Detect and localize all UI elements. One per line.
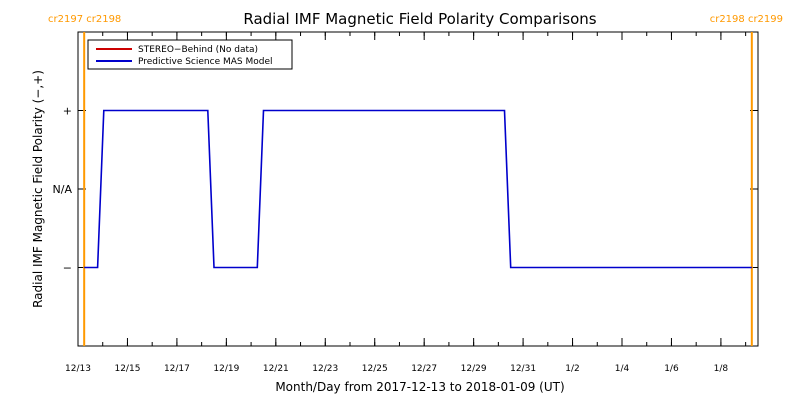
x-tick-label: 12/13 [65,364,91,374]
legend-box [87,39,293,70]
x-tick-label: 12/29 [461,364,487,374]
legend: STEREO−Behind (No data) Predictive Scien… [87,39,293,70]
x-tick-label: 1/8 [714,364,729,374]
x-tick-label: 1/4 [615,364,630,374]
x-tick-label: 12/23 [312,364,338,374]
y-tick-label: N/A [53,183,73,196]
series-layer [84,109,752,269]
x-axis: 12/13 12/15 12/17 12/19 12/21 12/23 12/25 12/27… [65,32,747,374]
legend-label-stereo: STEREO−Behind (No data) [138,45,258,55]
x-tick-label: 12/21 [263,364,289,374]
rotation-label-left: cr2197 cr2198 [48,14,121,25]
x-axis-label: Month/Day from 2017-12-13 to 2018-01-09 … [275,380,564,394]
rotation-label-right: cr2198 cr2199 [710,14,783,25]
y-tick-label: − [63,262,72,275]
x-tick-label: 12/31 [510,364,536,374]
x-tick-label: 1/2 [565,364,579,374]
y-tick-label: + [63,105,72,118]
x-tick-label: 12/25 [362,364,388,374]
chart-title: Radial IMF Magnetic Field Polarity Compa… [243,10,596,28]
legend-label-mas-model: Predictive Science MAS Model [138,57,273,67]
series-line-1 [84,109,752,269]
x-tick-label: 12/19 [213,364,239,374]
x-tick-label: 12/27 [411,364,437,374]
x-tick-label: 1/6 [664,364,679,374]
x-tick-label: 12/17 [164,364,190,374]
y-axis-label: Radial IMF Magnetic Field Polarity (−,+) [31,70,45,308]
rotation-markers [83,32,753,346]
x-tick-label: 12/15 [114,364,140,374]
